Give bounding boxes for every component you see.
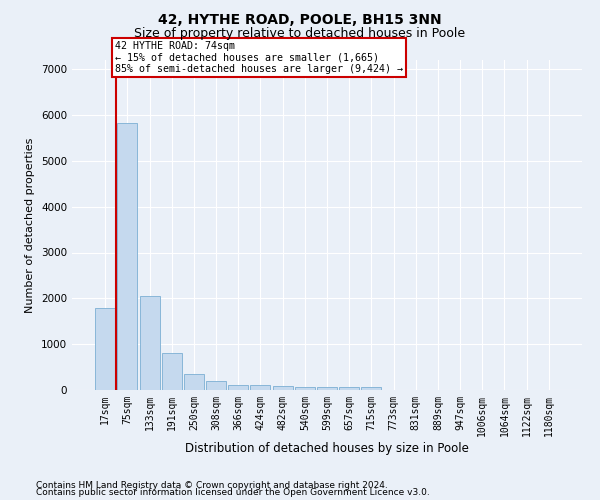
Text: Contains HM Land Registry data © Crown copyright and database right 2024.: Contains HM Land Registry data © Crown c… bbox=[36, 480, 388, 490]
Y-axis label: Number of detached properties: Number of detached properties bbox=[25, 138, 35, 312]
Bar bbox=[272, 386, 293, 390]
Bar bbox=[140, 296, 160, 390]
Text: 42 HYTHE ROAD: 74sqm
← 15% of detached houses are smaller (1,665)
85% of semi-de: 42 HYTHE ROAD: 74sqm ← 15% of detached h… bbox=[115, 40, 403, 74]
Bar bbox=[339, 387, 359, 390]
Bar bbox=[118, 123, 137, 390]
Text: Contains public sector information licensed under the Open Government Licence v3: Contains public sector information licen… bbox=[36, 488, 430, 497]
X-axis label: Distribution of detached houses by size in Poole: Distribution of detached houses by size … bbox=[185, 442, 469, 454]
Bar bbox=[317, 387, 337, 390]
Bar bbox=[295, 387, 315, 390]
Bar bbox=[162, 354, 182, 390]
Bar bbox=[95, 308, 115, 390]
Bar bbox=[361, 387, 382, 390]
Text: 42, HYTHE ROAD, POOLE, BH15 3NN: 42, HYTHE ROAD, POOLE, BH15 3NN bbox=[158, 12, 442, 26]
Bar bbox=[206, 382, 226, 390]
Bar bbox=[184, 374, 204, 390]
Text: Size of property relative to detached houses in Poole: Size of property relative to detached ho… bbox=[134, 28, 466, 40]
Bar bbox=[250, 385, 271, 390]
Bar bbox=[228, 384, 248, 390]
